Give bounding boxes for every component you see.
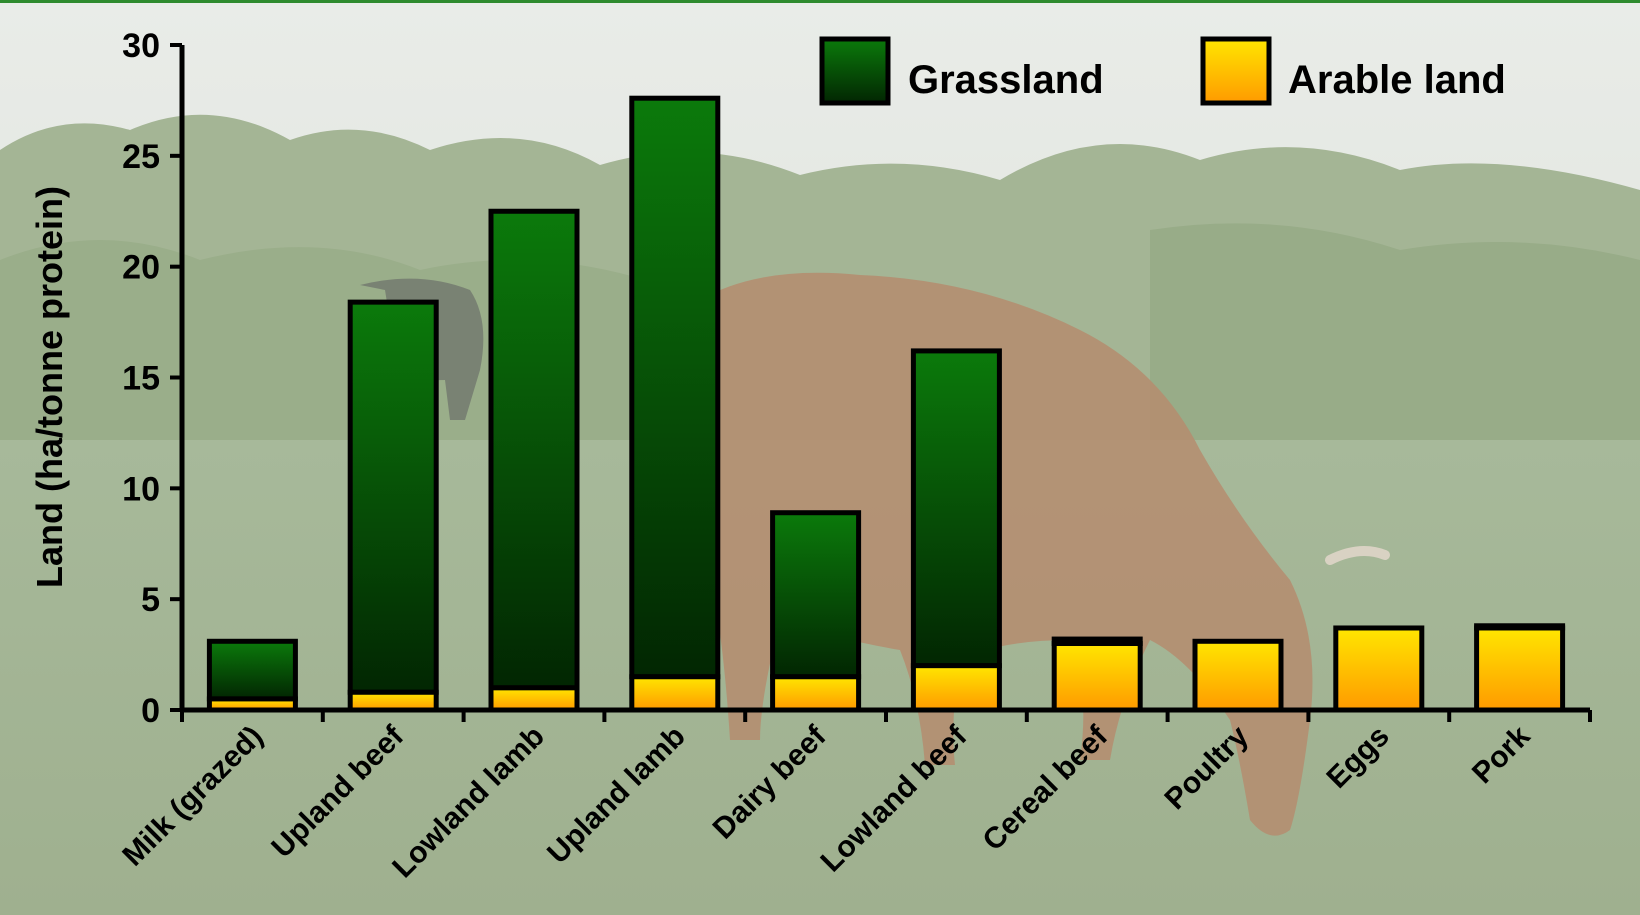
legend-label-arable-land: Arable land	[1288, 58, 1506, 102]
bar-segment-arable-land	[629, 674, 721, 713]
bar-upland-beef	[347, 299, 439, 713]
y-axis-title: Land (ha/tonne protein)	[29, 186, 70, 588]
legend: Grassland Arable land	[819, 36, 1506, 106]
legend-swatch-arable-land	[1200, 36, 1272, 106]
bar-dairy-beef	[770, 510, 862, 713]
bars-layer	[206, 95, 1566, 713]
legend-item-arable-land: Arable land	[1200, 36, 1506, 106]
bar-segment-arable-land	[1333, 625, 1425, 713]
bar-upland-lamb	[629, 95, 721, 713]
bar-segment-arable-land	[1474, 625, 1566, 713]
bar-segment-arable-land	[910, 663, 1002, 713]
bar-segment-grassland	[488, 208, 580, 691]
legend-label-grassland: Grassland	[908, 58, 1104, 102]
y-ticks: 0 5 10 15 20 25 30	[122, 27, 182, 730]
y-tick-label: 15	[122, 360, 160, 398]
x-tick-label-lowland-beef: Lowland beef	[814, 719, 974, 879]
y-tick-label: 5	[141, 581, 160, 619]
bar-segment-grassland	[770, 510, 862, 680]
bar-segment-arable-land	[488, 685, 580, 713]
bar-poultry	[1192, 638, 1284, 713]
bar-segment-grassland	[206, 638, 298, 702]
bar-milk-grazed	[206, 638, 298, 713]
bar-segment-arable-land	[1192, 638, 1284, 713]
legend-swatch-grassland	[819, 36, 891, 106]
legend-item-grassland: Grassland	[819, 36, 1104, 106]
x-tick-label-poultry: Poultry	[1159, 719, 1256, 816]
x-tick-label-pork: Pork	[1466, 719, 1537, 790]
y-tick-label: 25	[122, 138, 160, 176]
bar-pork	[1474, 623, 1566, 713]
x-tick-label-eggs: Eggs	[1321, 720, 1396, 795]
x-tick-label-cereal-beef: Cereal beef	[976, 719, 1114, 857]
bar-segment-grassland	[347, 299, 439, 695]
bar-cereal-beef	[1051, 636, 1143, 713]
y-tick-label: 10	[122, 470, 160, 508]
bar-segment-arable-land	[347, 689, 439, 713]
x-tick-label-upland-beef: Upland beef	[265, 719, 410, 864]
x-tick-label-lowland-lamb: Lowland lamb	[386, 720, 551, 885]
y-tick-label: 20	[122, 249, 160, 287]
y-tick-label: 30	[122, 27, 160, 65]
bar-segment-grassland	[910, 348, 1002, 669]
bar-lowland-beef	[910, 348, 1002, 713]
y-tick-label: 0	[141, 692, 160, 730]
bar-lowland-lamb	[488, 208, 580, 713]
bar-segment-arable-land	[1051, 641, 1143, 713]
x-tick-label-milk-grazed: Milk (grazed)	[116, 720, 269, 873]
x-tick-label-dairy-beef: Dairy beef	[707, 719, 834, 846]
bar-segment-arable-land	[770, 674, 862, 713]
bar-segment-grassland	[629, 95, 721, 680]
x-tick-label-upland-lamb: Upland lamb	[541, 720, 692, 871]
bar-eggs	[1333, 625, 1425, 713]
